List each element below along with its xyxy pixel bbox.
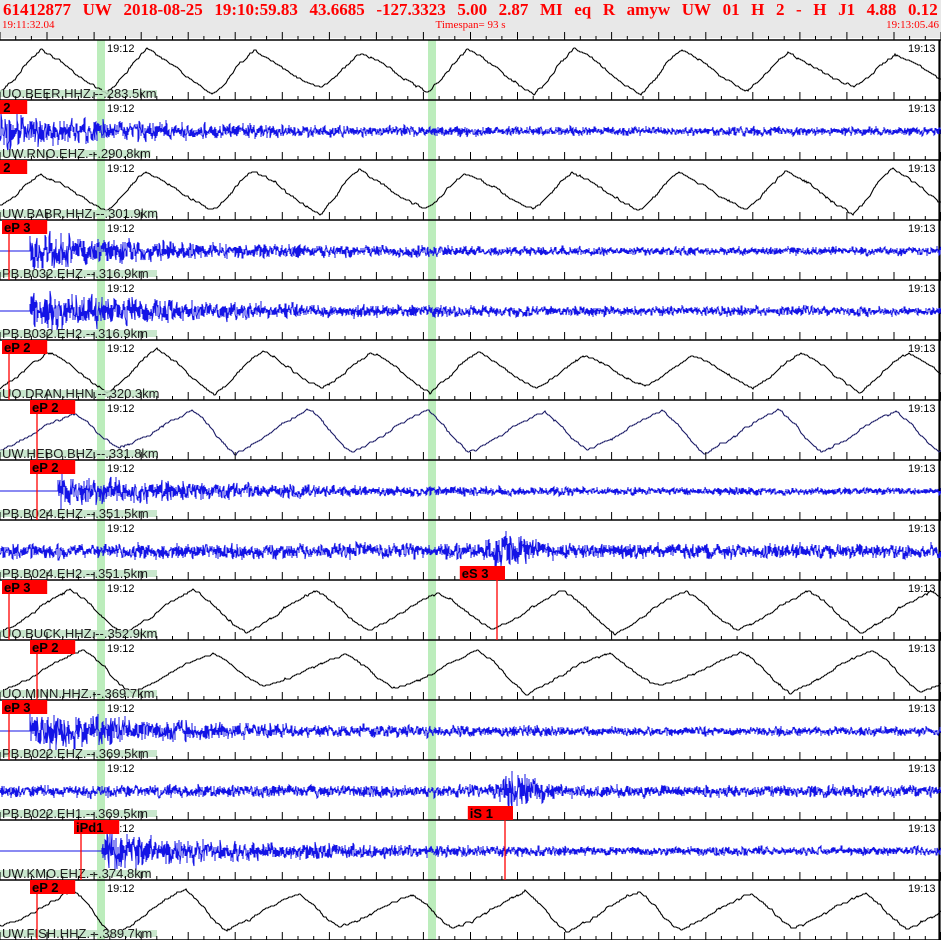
svg-text:eP 2: eP 2: [4, 340, 31, 355]
svg-text:UW.HEBO.BHZ.--.331.8km: UW.HEBO.BHZ.--.331.8km: [2, 446, 159, 461]
svg-text:eS 3: eS 3: [462, 566, 489, 581]
svg-text:19:13: 19:13: [908, 523, 936, 535]
svg-text:19:13: 19:13: [908, 403, 936, 415]
svg-text:19:13: 19:13: [908, 883, 936, 895]
svg-text:eP 3: eP 3: [4, 580, 31, 595]
svg-text:19:12: 19:12: [107, 103, 135, 115]
svg-text:19:13: 19:13: [908, 703, 936, 715]
svg-text:19:13: 19:13: [908, 823, 936, 835]
svg-text:19:13: 19:13: [908, 163, 936, 175]
svg-text:19:12: 19:12: [107, 763, 135, 775]
svg-text:PB.B022.EHZ.--.369.5km: PB.B022.EHZ.--.369.5km: [2, 746, 149, 761]
svg-text:eP 2: eP 2: [32, 880, 59, 895]
svg-text:19:12: 19:12: [107, 463, 135, 475]
svg-text:19:13: 19:13: [908, 463, 936, 475]
svg-text:eP 2: eP 2: [0, 160, 11, 175]
svg-text:PB.B032.EHZ.--.316.9km: PB.B032.EHZ.--.316.9km: [2, 266, 149, 281]
svg-text:eP 2: eP 2: [32, 640, 59, 655]
svg-text:19:12: 19:12: [107, 43, 135, 55]
svg-text:eP 3: eP 3: [4, 700, 31, 715]
svg-text:PB.B024.EH2.--.351.5km: PB.B024.EH2.--.351.5km: [2, 566, 148, 581]
svg-text:PB.B022.EH1.--.369.5km: PB.B022.EH1.--.369.5km: [2, 806, 148, 821]
svg-text:eP 2: eP 2: [32, 400, 59, 415]
svg-text:19:12: 19:12: [107, 163, 135, 175]
svg-text:PB.B032.EH2.--.316.9km: PB.B032.EH2.--.316.9km: [2, 326, 148, 341]
svg-text:19:13: 19:13: [908, 343, 936, 355]
svg-text:UW.BABR.HHZ.--.301.9km: UW.BABR.HHZ.--.301.9km: [2, 206, 158, 221]
svg-text:UW.FISH.HHZ.--.389.7km: UW.FISH.HHZ.--.389.7km: [2, 926, 152, 940]
svg-text:UO.BEER.HHZ.--.283.5km: UO.BEER.HHZ.--.283.5km: [2, 86, 157, 101]
svg-text:19:12: 19:12: [107, 343, 135, 355]
svg-text:eP 3: eP 3: [4, 220, 31, 235]
svg-text:iPd1: iPd1: [76, 820, 103, 835]
svg-text:19:12: 19:12: [107, 223, 135, 235]
svg-text:19:13: 19:13: [908, 103, 936, 115]
svg-text:iS 1: iS 1: [470, 806, 493, 821]
svg-text:UO.DRAN.HHN.--.320.3km: UO.DRAN.HHN.--.320.3km: [2, 386, 159, 401]
svg-text:19:13: 19:13: [908, 223, 936, 235]
svg-text:UW.RNO.EHZ.--.290.8km: UW.RNO.EHZ.--.290.8km: [2, 146, 151, 161]
svg-text:19:12: 19:12: [107, 283, 135, 295]
svg-text:UW.KMO.EHZ.--.374.8km: UW.KMO.EHZ.--.374.8km: [2, 866, 152, 881]
svg-text:19:12: 19:12: [107, 523, 135, 535]
svg-text:19:13: 19:13: [908, 283, 936, 295]
svg-text:eP 2: eP 2: [0, 100, 11, 115]
svg-text:19:13: 19:13: [908, 643, 936, 655]
svg-text:19:13: 19:13: [908, 583, 936, 595]
svg-text:eP 2: eP 2: [32, 460, 59, 475]
svg-text:19:12: 19:12: [107, 643, 135, 655]
svg-text:19:12: 19:12: [107, 583, 135, 595]
svg-text:UO.BUCK.HHZ.--.352.9km: UO.BUCK.HHZ.--.352.9km: [2, 626, 157, 641]
svg-text:PB.B024.EHZ.--.351.5km: PB.B024.EHZ.--.351.5km: [2, 506, 149, 521]
svg-text:19:12: 19:12: [107, 703, 135, 715]
svg-text:19:13: 19:13: [908, 43, 936, 55]
svg-text:19:13: 19:13: [908, 763, 936, 775]
svg-text:19:12: 19:12: [107, 403, 135, 415]
svg-text:19:12: 19:12: [107, 883, 135, 895]
